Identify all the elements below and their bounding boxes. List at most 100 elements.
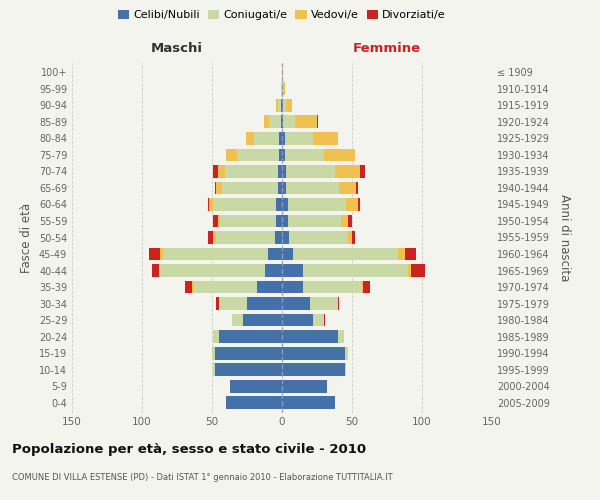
Bar (286, 182, 340, 194)
Bar (287, 214, 341, 228)
Bar (282, 264, 303, 277)
Bar (282, 165, 286, 178)
Bar (216, 231, 275, 244)
Bar (214, 231, 216, 244)
Bar (313, 132, 338, 145)
Bar (340, 182, 356, 194)
Bar (283, 99, 286, 112)
Bar (218, 165, 224, 178)
Bar (282, 198, 287, 211)
Bar (278, 99, 281, 112)
Bar (303, 280, 362, 293)
Bar (324, 314, 325, 326)
Bar (282, 363, 345, 376)
Bar (264, 116, 269, 128)
Bar (214, 214, 218, 228)
Bar (159, 264, 160, 277)
Bar (219, 330, 282, 343)
Bar (279, 132, 282, 145)
Bar (226, 396, 282, 409)
Bar (283, 116, 295, 128)
Text: Femmine: Femmine (353, 42, 421, 55)
Bar (277, 99, 278, 112)
Bar (214, 363, 215, 376)
Bar (268, 248, 282, 260)
Bar (341, 214, 348, 228)
Bar (163, 248, 268, 260)
Bar (398, 248, 405, 260)
Bar (313, 314, 324, 326)
Bar (356, 182, 358, 194)
Bar (219, 297, 247, 310)
Bar (282, 99, 283, 112)
Bar (269, 116, 281, 128)
Bar (282, 248, 293, 260)
Bar (254, 132, 279, 145)
Bar (282, 330, 338, 343)
Legend: Celibi/Nubili, Coniugati/e, Vedovi/e, Divorziati/e: Celibi/Nubili, Coniugati/e, Vedovi/e, Di… (114, 6, 450, 25)
Bar (310, 297, 338, 310)
Bar (215, 363, 282, 376)
Bar (265, 264, 282, 277)
Bar (214, 330, 219, 343)
Bar (281, 116, 282, 128)
Bar (279, 148, 282, 162)
Bar (247, 297, 282, 310)
Bar (214, 165, 218, 178)
Bar (286, 165, 335, 178)
Bar (160, 248, 163, 260)
Text: COMUNE DI VILLA ESTENSE (PD) - Dati ISTAT 1° gennaio 2010 - Elaborazione TUTTITA: COMUNE DI VILLA ESTENSE (PD) - Dati ISTA… (12, 472, 392, 482)
Bar (243, 314, 282, 326)
Bar (216, 297, 219, 310)
Bar (324, 148, 355, 162)
Bar (218, 214, 220, 228)
Bar (275, 231, 282, 244)
Bar (348, 214, 352, 228)
Bar (282, 82, 283, 96)
Bar (160, 264, 265, 277)
Bar (282, 297, 310, 310)
Bar (282, 66, 283, 79)
Bar (278, 165, 282, 178)
Bar (295, 116, 317, 128)
Bar (335, 165, 361, 178)
Bar (245, 132, 254, 145)
Bar (363, 280, 370, 293)
Text: Popolazione per età, sesso e stato civile - 2010: Popolazione per età, sesso e stato civil… (12, 442, 366, 456)
Bar (230, 380, 282, 392)
Bar (352, 231, 355, 244)
Bar (282, 231, 289, 244)
Bar (208, 231, 214, 244)
Bar (281, 82, 282, 96)
Bar (285, 148, 324, 162)
Bar (232, 314, 243, 326)
Bar (282, 314, 313, 326)
Bar (338, 330, 344, 343)
Text: Maschi: Maschi (151, 42, 203, 55)
Bar (345, 346, 348, 360)
Bar (237, 148, 279, 162)
Bar (282, 346, 345, 360)
Y-axis label: Fasce di età: Fasce di età (20, 202, 33, 272)
Bar (149, 248, 160, 260)
Bar (209, 198, 214, 211)
Bar (208, 198, 209, 211)
Bar (216, 182, 222, 194)
Bar (303, 264, 408, 277)
Bar (282, 116, 283, 128)
Bar (338, 297, 340, 310)
Bar (346, 198, 358, 211)
Bar (212, 346, 215, 360)
Bar (408, 264, 411, 277)
Bar (348, 231, 352, 244)
Bar (185, 280, 193, 293)
Bar (362, 280, 363, 293)
Bar (222, 182, 278, 194)
Bar (282, 380, 327, 392)
Bar (287, 198, 346, 211)
Bar (215, 346, 282, 360)
Bar (358, 198, 361, 211)
Bar (411, 264, 425, 277)
Bar (283, 82, 285, 96)
Bar (214, 198, 277, 211)
